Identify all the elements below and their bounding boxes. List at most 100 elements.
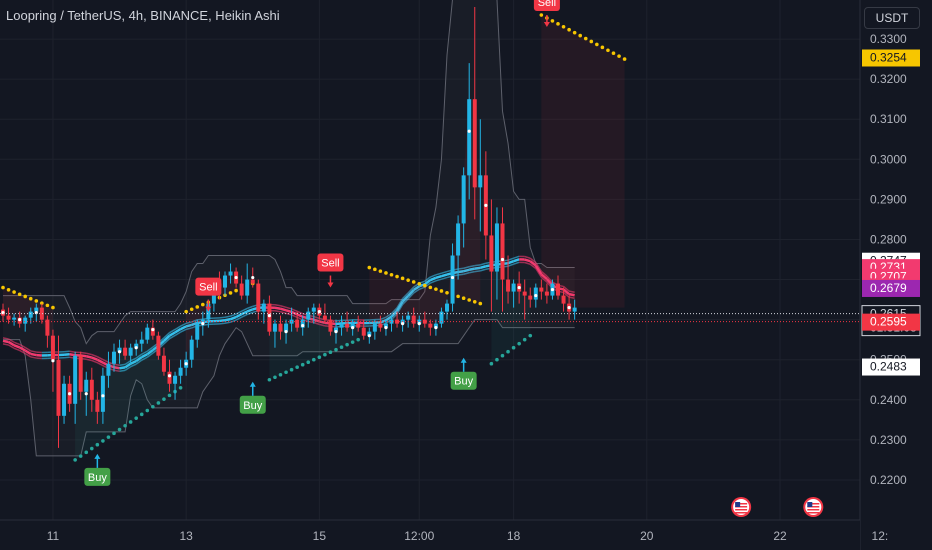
ma-segment [296,310,303,315]
sar-dot [350,340,355,344]
y-tick-label: 0.3300 [870,32,907,46]
currency-button[interactable]: USDT [864,7,920,29]
us-flag-event-icon[interactable] [731,497,752,517]
buy-arrow [460,357,467,363]
flag-canton [735,502,741,507]
candle-body [73,355,78,404]
sar-dot [145,408,150,413]
ma-segment [285,309,292,314]
ma-segment [24,346,32,352]
ma-segment [108,361,115,365]
midline-dot [301,324,305,328]
ma-segment [80,354,87,358]
sar-zone [3,287,53,360]
ma-segment [274,306,281,310]
ma-segment [185,327,192,331]
ma-segment [291,314,298,319]
sar-dots [1,13,627,462]
ma-segment [97,356,104,361]
ma-segment [474,264,481,267]
ma-segment [135,353,143,359]
candle-body [200,319,205,324]
y-tick-label: 0.3000 [870,152,907,166]
sar-dot [461,296,466,300]
ma-segment [274,304,281,307]
price-label-text: 0.2483 [870,360,907,374]
sar-dot [439,289,444,293]
sell-signal-badge [195,277,222,296]
ma-segment [457,269,464,274]
sar-dot [556,22,560,26]
candle-body [278,323,283,332]
ma-segment [219,322,226,325]
sar-dot [456,294,460,299]
candle-body [300,319,305,328]
y-tick-label: 0.2900 [870,192,907,206]
midline-dot [384,326,388,330]
ma-segment [124,362,132,369]
ma-segment [180,322,187,327]
candle-body [161,355,166,372]
ma-segment [174,328,182,334]
midline-dot [567,306,571,310]
sar-dot [151,404,155,409]
buy-arrow [249,381,256,387]
ma-segment [463,268,470,273]
ma-segment [69,350,76,353]
ma-segment [224,321,231,325]
x-tick-label: 12: [872,529,889,543]
candle-body [489,235,494,272]
sar-dot [300,362,305,367]
candle-body [422,319,427,324]
ma-segment [8,344,15,349]
sar-dot [45,303,50,308]
sar-dot [1,285,5,290]
symbol-title[interactable]: Loopring / TetherUS, 4h, BINANCE, Heikin… [6,8,280,23]
midline-dot [267,314,271,318]
ma-segment [562,288,570,296]
sar-dot [284,370,288,375]
buy-signal-badge [450,371,477,390]
x-tick-label: 11 [47,529,60,543]
sar-dot [445,290,449,295]
sar-dot [617,54,621,58]
candle-body [295,319,300,328]
ma-segment [130,360,137,365]
candle-body [139,339,144,344]
x-tick-label: 12:00 [404,529,434,543]
sar-dot [406,278,410,282]
candle-body [383,323,388,328]
candle-body [467,99,472,176]
ma-segment [535,268,542,278]
ma-segment [180,328,187,333]
buy-signal-label: Buy [88,472,107,484]
candle-body [206,303,211,320]
ma-segment [540,270,548,277]
ma-segment [435,272,442,276]
ma-segment [424,276,431,282]
us-flag-event-icon[interactable] [803,497,824,517]
ma-segment [185,321,192,325]
ma-segment [230,313,237,317]
ma-segment [119,363,126,366]
candle-body [56,359,61,416]
envelope-lower [3,319,575,457]
candle-body [134,343,139,348]
ma-segment [507,260,515,265]
ma-segment [96,358,104,364]
sar-dot [134,416,138,420]
candle-body [417,319,422,324]
x-tick-label: 13 [179,529,193,543]
ma-segment [24,349,32,355]
candle-body [34,307,39,312]
sar-dot [162,397,166,401]
ma-segment [13,344,21,349]
y-tick-label: 0.2300 [870,433,907,447]
candle-body [439,311,444,324]
price-label-box [862,358,920,376]
candle-body [433,323,438,328]
midline-dot [284,330,288,334]
candle-body [311,307,316,312]
